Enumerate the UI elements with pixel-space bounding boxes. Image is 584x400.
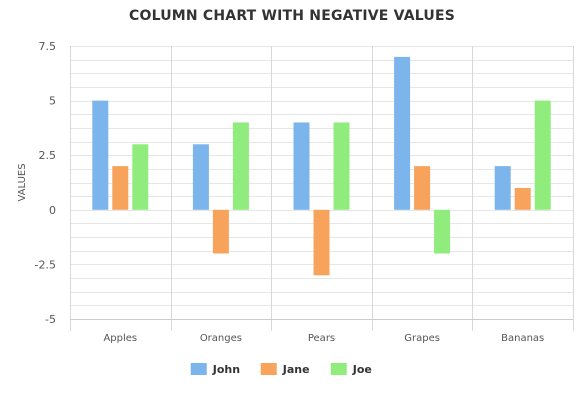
legend-label: John xyxy=(212,363,240,376)
x-tick-label: Bananas xyxy=(501,333,544,344)
legend-label: Jane xyxy=(282,363,310,376)
bar-jane-pears xyxy=(313,209,330,276)
bar-joe-pears xyxy=(333,122,350,210)
y-tick-label: 7.5 xyxy=(39,40,57,53)
bar-jane-apples xyxy=(112,166,129,210)
bar-john-oranges xyxy=(192,144,209,210)
bar-joe-apples xyxy=(132,144,149,210)
x-tick-label: Grapes xyxy=(404,333,440,344)
bar-john-pears xyxy=(293,122,310,210)
bar-jane-bananas xyxy=(514,187,531,210)
legend-swatch xyxy=(190,363,207,375)
legend-swatch xyxy=(330,363,347,375)
y-tick-label: -5 xyxy=(45,313,56,326)
legend-swatch xyxy=(260,363,277,375)
y-tick-label: 2.5 xyxy=(39,149,57,162)
bar-joe-bananas xyxy=(534,100,551,210)
x-tick-label: Oranges xyxy=(200,333,242,344)
y-axis-title: VALUES xyxy=(17,163,28,201)
bar-john-bananas xyxy=(494,166,511,210)
bar-joe-oranges xyxy=(232,122,249,210)
legend-label: Joe xyxy=(352,363,372,376)
bar-jane-grapes xyxy=(414,166,431,210)
y-tick-label: 5 xyxy=(49,95,56,108)
legend-item-joe: Joe xyxy=(330,363,372,376)
legend-item-john: John xyxy=(190,363,240,376)
bar-john-apples xyxy=(92,100,109,210)
x-tick-label: Apples xyxy=(103,333,137,344)
bar-jane-oranges xyxy=(212,209,229,254)
chart-title: COLUMN CHART WITH NEGATIVE VALUES xyxy=(129,8,455,24)
x-tick-label: Pears xyxy=(308,333,335,344)
legend-item-jane: Jane xyxy=(260,363,310,376)
y-tick-label: -2.5 xyxy=(35,258,56,271)
bar-john-grapes xyxy=(394,56,411,210)
y-tick-label: 0 xyxy=(49,204,56,217)
bar-joe-grapes xyxy=(434,209,451,254)
